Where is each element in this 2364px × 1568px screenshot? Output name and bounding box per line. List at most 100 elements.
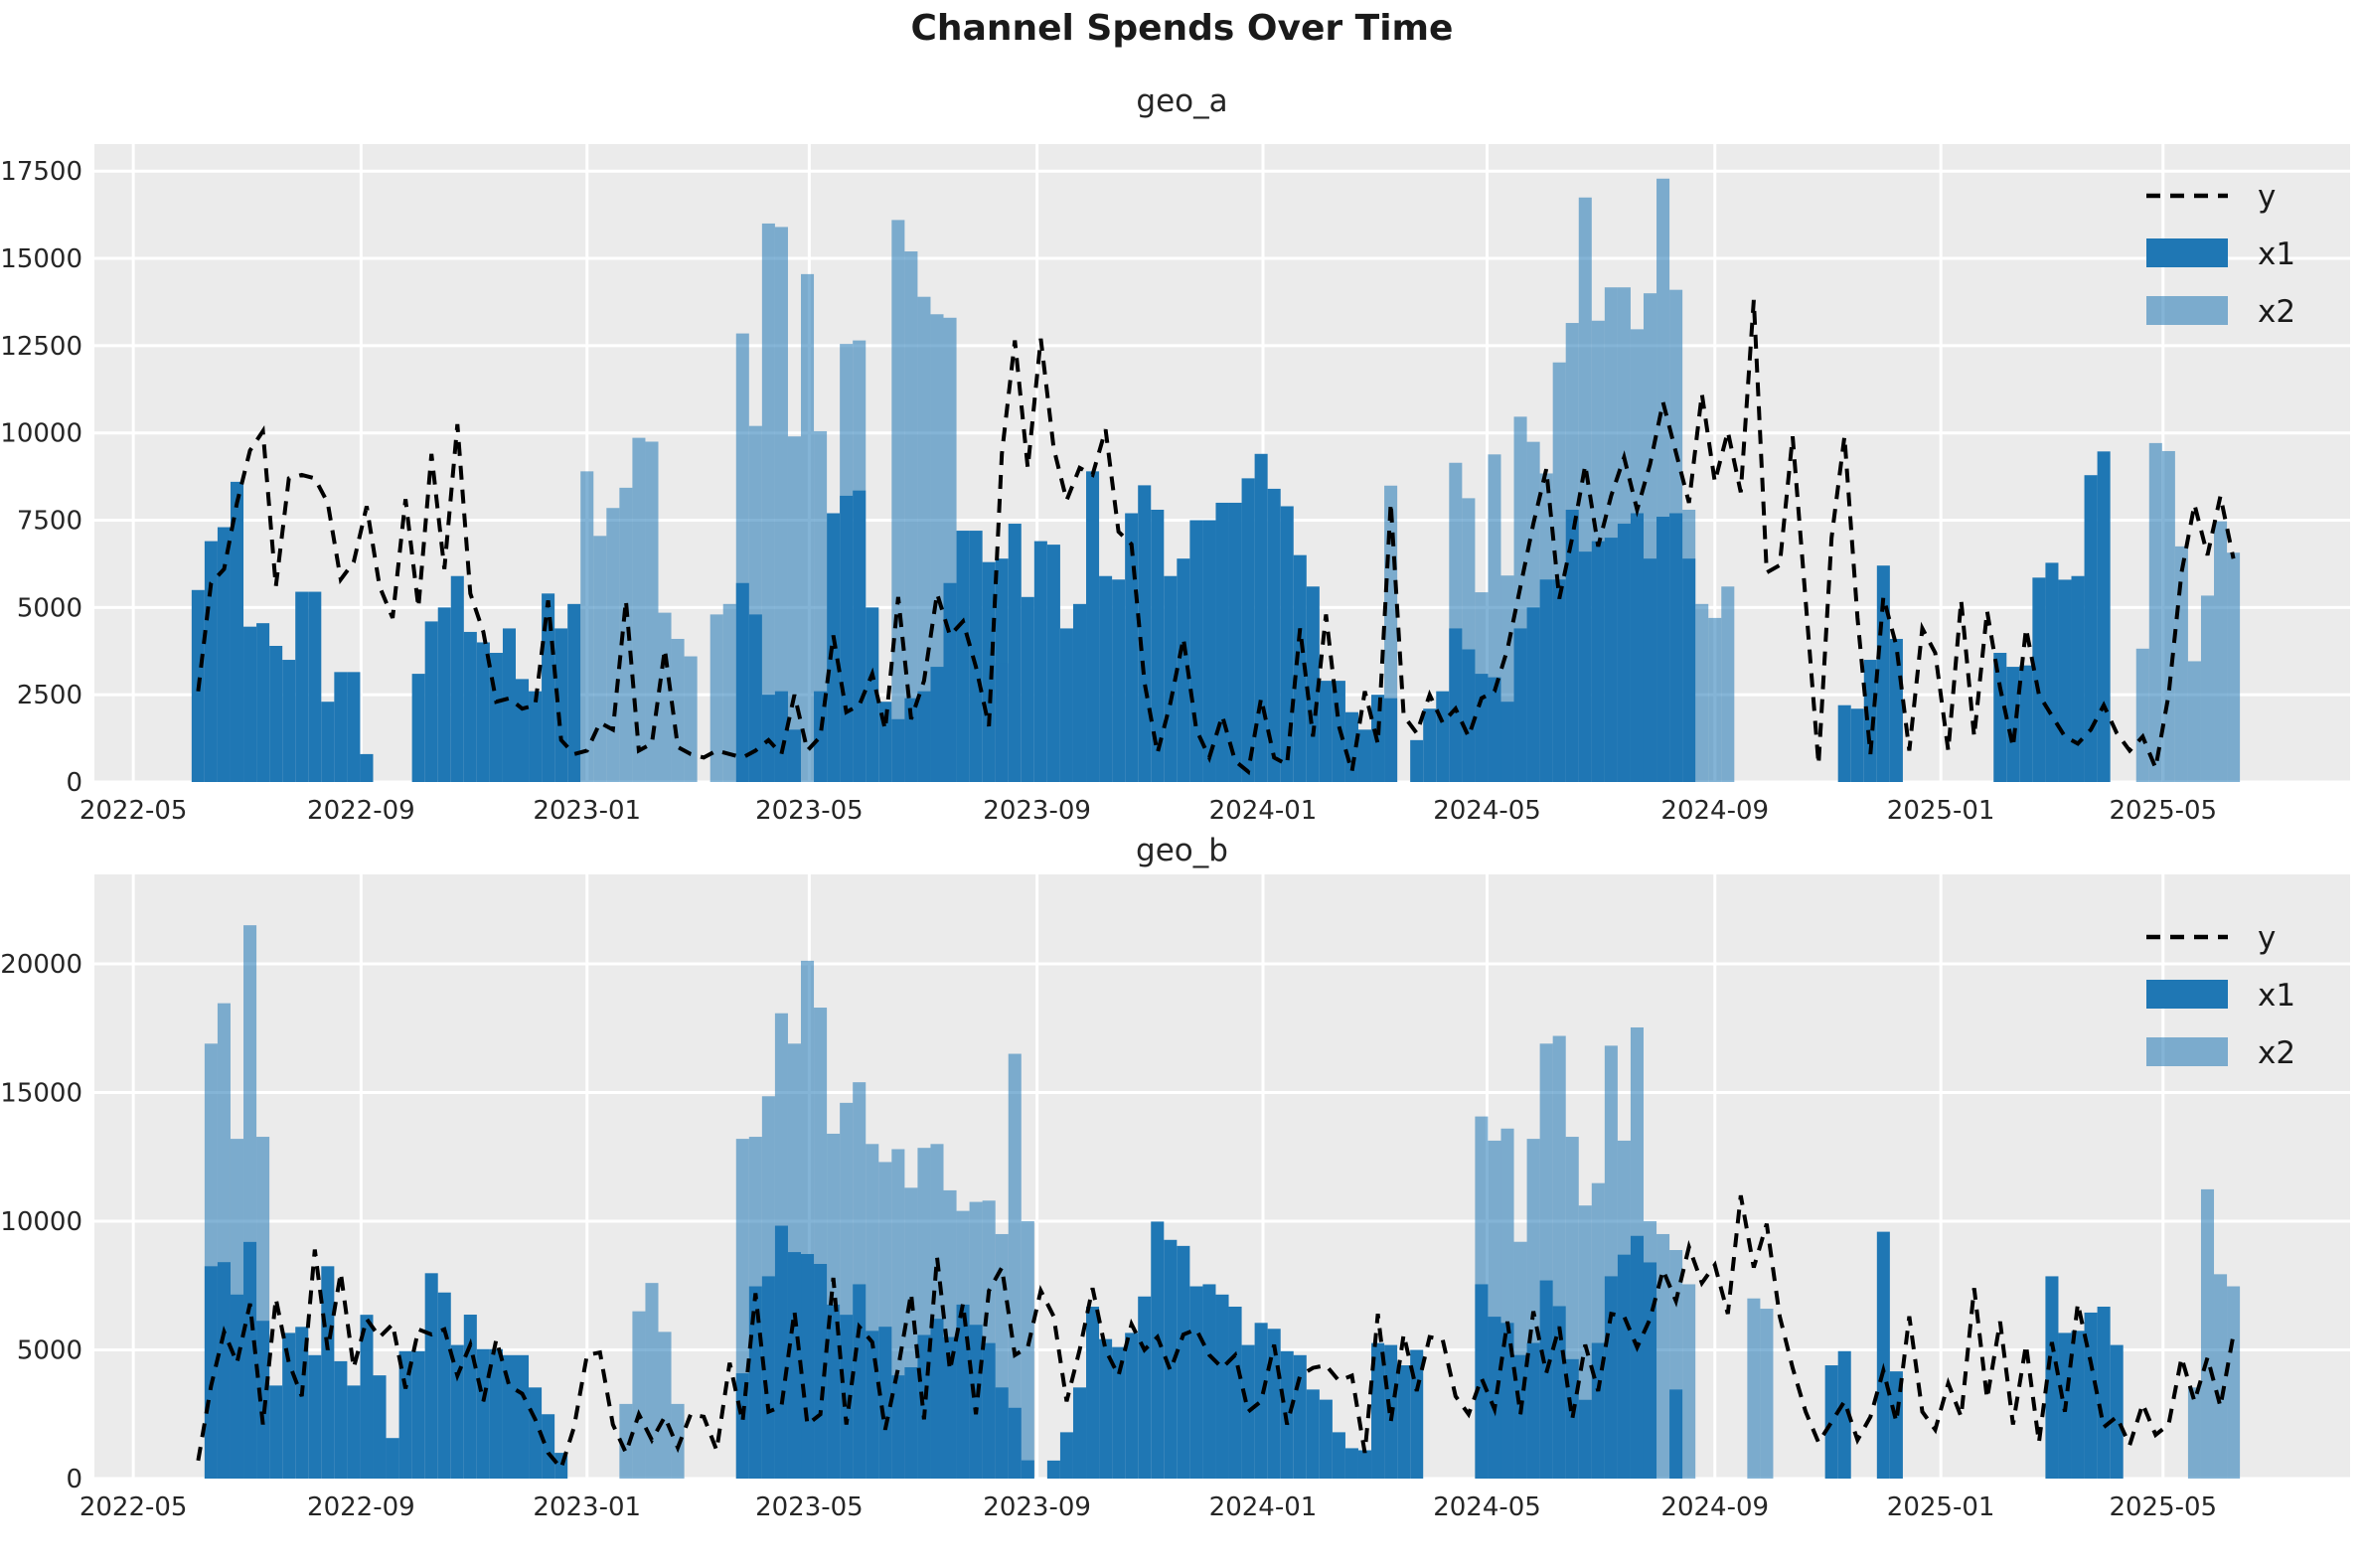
- x2-bar: [787, 1043, 802, 1479]
- x1-bar: [437, 607, 451, 782]
- x1-bar: [373, 1375, 387, 1479]
- x2-bar: [2214, 1274, 2228, 1479]
- x1-bar: [360, 753, 374, 782]
- x1-bar: [2071, 1331, 2085, 1479]
- x1-bar: [2097, 1306, 2111, 1479]
- y-tick-label: 7500: [17, 507, 82, 537]
- x2-bar: [1021, 1221, 1034, 1479]
- x-tick-label: 2022-05: [79, 796, 188, 826]
- x1-bar: [1306, 586, 1320, 782]
- x2-bar: [1552, 362, 1566, 782]
- x1-bar: [1837, 705, 1851, 782]
- x1-bar: [437, 1292, 451, 1479]
- x2-bar: [217, 1003, 231, 1479]
- x1-bar: [217, 527, 231, 782]
- x1-bar: [282, 660, 296, 782]
- x1-bar: [2019, 665, 2033, 782]
- y-tick-label: 2500: [17, 681, 82, 710]
- x1-bar: [1202, 520, 1216, 782]
- x1-bar: [2084, 1312, 2098, 1479]
- y-tick-label: 17500: [0, 157, 82, 187]
- x1-bar: [2110, 1344, 2124, 1479]
- x1-bar: [476, 642, 490, 782]
- x2-bar: [748, 1137, 762, 1479]
- x1-bar: [982, 561, 996, 782]
- x2-bar: [917, 1148, 931, 1479]
- x2-bar: [684, 656, 698, 782]
- subplot-title-geo-b: geo_b: [1136, 833, 1228, 868]
- x1-bar: [424, 621, 438, 782]
- x1-bar: [554, 628, 568, 782]
- x2-bar: [1488, 1140, 1501, 1479]
- x1-bar: [1889, 1371, 1903, 1479]
- y-line: [196, 299, 2236, 776]
- legend-label-y: y: [2258, 179, 2276, 215]
- x2-bar: [2161, 450, 2175, 782]
- x1-bar: [502, 1354, 516, 1479]
- x1-bar: [360, 1315, 374, 1479]
- x1-bar: [411, 674, 425, 782]
- x2-bar: [1695, 603, 1709, 782]
- x2-bar: [853, 340, 867, 782]
- x2-bar: [243, 925, 257, 1479]
- x2-bar: [1500, 575, 1514, 782]
- x2-bar: [204, 1043, 218, 1479]
- plot-geo_b: 2022-05 2022-09 2023-01 2023-05 2023-09 2024-…: [0, 874, 2350, 1522]
- x2-bar: [1384, 485, 1398, 782]
- x1-bar: [1046, 545, 1060, 782]
- y-tick-label: 10000: [0, 1207, 82, 1237]
- x2-bar: [1008, 1053, 1022, 1479]
- x2-bar: [774, 227, 788, 782]
- x2-bar: [1591, 1182, 1605, 1479]
- y-tick-label: 12500: [0, 332, 82, 362]
- x2-bar: [2174, 546, 2188, 782]
- legend-x2-swatch: [2146, 296, 2228, 325]
- x2-bar: [230, 1139, 244, 1479]
- x2-bar: [995, 663, 1009, 782]
- x1-bar: [515, 1354, 530, 1479]
- x-tick-label: 2023-05: [755, 796, 864, 826]
- x2-bar: [748, 425, 762, 782]
- x2-bar: [853, 1082, 867, 1479]
- x1-bar: [1228, 1306, 1242, 1479]
- x2-bar: [593, 536, 607, 782]
- x1-bar: [1177, 558, 1190, 782]
- x2-bar: [787, 436, 802, 782]
- x2-bar: [891, 220, 905, 782]
- x-tick-label: 2024-01: [1209, 796, 1318, 826]
- x1-bar: [243, 626, 257, 782]
- x-tick-label: 2023-01: [533, 796, 641, 826]
- x2-bar: [645, 1283, 659, 1479]
- x1-bar: [1151, 509, 1165, 782]
- x2-bar: [709, 614, 723, 782]
- x1-bar: [1086, 1306, 1100, 1479]
- x2-bar: [904, 251, 918, 782]
- legend-label-x2: x2: [2258, 294, 2295, 330]
- legend: y x1 x2: [2146, 179, 2295, 330]
- x2-bar: [930, 314, 944, 782]
- x1-bar: [1824, 1365, 1838, 1479]
- x2-bar: [1526, 1139, 1540, 1479]
- x1-bar: [1086, 471, 1100, 782]
- x2-bar: [1500, 1128, 1514, 1479]
- x2-bar: [1591, 320, 1605, 782]
- x2-bar: [658, 612, 672, 782]
- x-tick-label: 2024-01: [1209, 1492, 1318, 1522]
- x2-bar: [956, 1210, 970, 1479]
- x1-bar: [308, 591, 322, 782]
- x1-bar: [256, 623, 270, 782]
- x1-bar: [1099, 575, 1113, 782]
- x2-bar: [814, 430, 828, 782]
- x-tick-label: 2023-01: [533, 1492, 641, 1522]
- x-tick-label: 2022-09: [307, 1492, 415, 1522]
- x1-bar: [1436, 691, 1450, 782]
- x1-bar: [295, 591, 309, 782]
- x2-bar: [891, 1149, 905, 1479]
- x1-bar: [1228, 502, 1242, 782]
- x1-bar: [542, 1414, 555, 1479]
- x1-bar: [269, 645, 283, 782]
- x1-bar: [2006, 667, 2020, 782]
- x2-bar: [1449, 462, 1463, 782]
- x-tick-label: 2024-05: [1433, 1492, 1541, 1522]
